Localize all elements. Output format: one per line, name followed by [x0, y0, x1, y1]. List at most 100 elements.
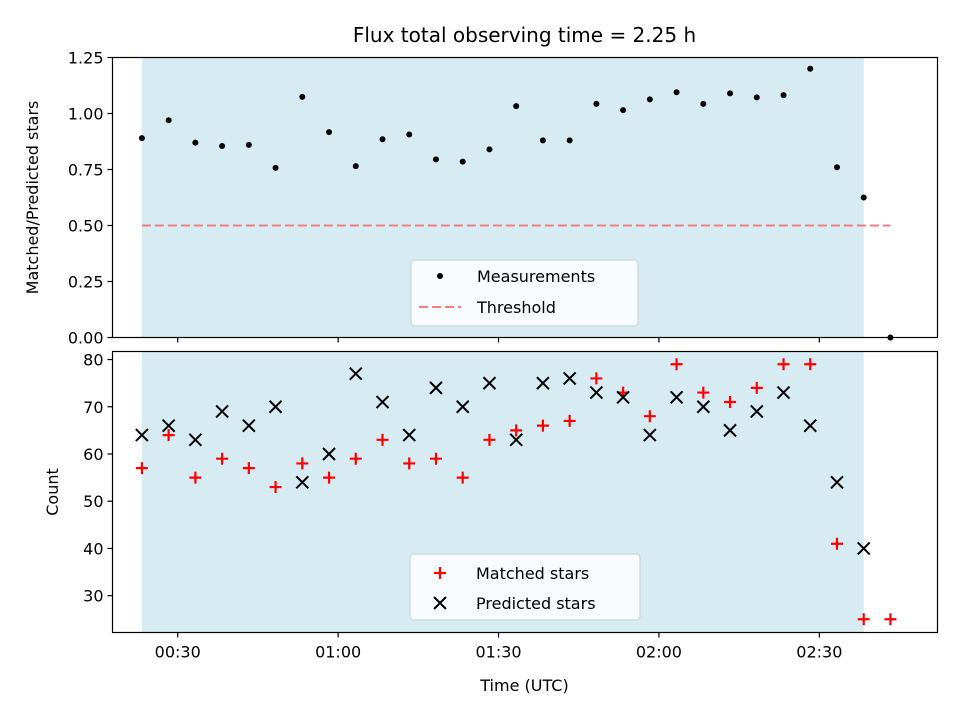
bottom-y-ticks: 30 40 50 60 70 80 — [83, 351, 113, 606]
matched-stars-point — [162, 429, 175, 442]
predicted-stars-point — [750, 404, 764, 419]
matched-stars-point — [189, 471, 202, 484]
top-legend: Measurements Threshold — [410, 259, 639, 327]
x-axis-label: Time (UTC) — [479, 676, 568, 695]
matched-stars-point — [750, 381, 763, 394]
predicted-stars-point — [562, 371, 577, 386]
measurements-point — [432, 156, 439, 163]
predicted-stars-point — [509, 433, 523, 447]
predicted-stars-point — [616, 390, 630, 405]
legend-measurements-label: Measurements — [477, 267, 595, 286]
predicted-stars-point — [803, 418, 817, 433]
measurements-point — [673, 89, 680, 96]
matched-stars-point — [403, 457, 416, 470]
matched-stars-point — [429, 452, 442, 465]
predicted-stars-point — [589, 385, 604, 400]
x-tick-label: 02:00 — [636, 643, 682, 662]
y-tick-label: 1.25 — [68, 49, 104, 68]
y-tick-label: 70 — [83, 398, 103, 417]
matched-stars-point — [724, 396, 737, 409]
predicted-stars-point — [349, 366, 363, 381]
predicted-stars-point — [830, 475, 844, 490]
legend-matched-marker — [434, 567, 446, 579]
matched-stars-point — [269, 481, 282, 494]
measurements-point — [620, 107, 627, 114]
measurements-point — [406, 131, 413, 138]
matched-stars-point — [643, 410, 656, 423]
bottom-panel: 30 40 50 60 70 80 00:30 01:00 01:30 02:00 02:30 C… — [43, 351, 939, 695]
y-tick-label: 0.25 — [68, 273, 104, 292]
matched-stars-point — [697, 386, 710, 399]
measurements-point — [513, 103, 520, 110]
x-tick-label: 00:30 — [155, 643, 201, 662]
predicted-stars-point — [135, 428, 149, 442]
legend-predicted-label: Predicted stars — [476, 594, 596, 613]
matched-stars-point — [483, 433, 496, 446]
matched-stars-point — [135, 462, 148, 475]
measurements-point — [646, 96, 653, 103]
matched-stars-point — [349, 452, 362, 465]
matched-stars-point — [323, 471, 336, 484]
y-tick-label: 1.00 — [68, 105, 104, 124]
measurements-point — [700, 100, 707, 107]
measurements-point — [753, 94, 760, 101]
matched-stars-point — [216, 452, 229, 465]
y-tick-label: 30 — [83, 587, 103, 606]
measurements-point — [860, 194, 867, 201]
measurements-point — [138, 135, 145, 142]
predicted-stars-point — [322, 447, 336, 461]
predicted-stars-point — [696, 400, 711, 414]
y-tick-label: 80 — [83, 351, 103, 370]
predicted-stars-point — [215, 404, 229, 419]
measurements-point — [165, 117, 172, 124]
top-panel: 0.00 0.25 0.50 0.75 1.00 1.25 Matched/Predict… — [23, 49, 939, 348]
top-points — [138, 65, 894, 341]
matched-stars-point — [857, 613, 870, 626]
bottom-legend-box — [409, 553, 641, 621]
legend-threshold-label: Threshold — [476, 298, 556, 317]
predicted-stars-point — [669, 390, 684, 405]
predicted-stars-point — [242, 418, 256, 433]
matched-stars-point — [376, 433, 389, 446]
x-tick-label: 01:30 — [475, 643, 521, 662]
predicted-stars-point — [375, 395, 390, 409]
y-tick-label: 0.00 — [68, 329, 104, 348]
legend-matched-label: Matched stars — [476, 564, 589, 583]
predicted-stars-point — [295, 475, 310, 490]
bottom-y-axis-label: Count — [43, 468, 62, 516]
matched-stars-point — [456, 471, 469, 484]
top-y-axis-label: Matched/Predicted stars — [23, 101, 42, 295]
predicted-stars-point — [643, 428, 657, 442]
matched-stars-point — [830, 537, 843, 550]
y-tick-label: 60 — [83, 445, 103, 464]
y-tick-label: 40 — [83, 539, 103, 558]
measurements-point — [566, 137, 573, 144]
measurements-point — [539, 137, 546, 144]
top-y-ticks: 0.00 0.25 0.50 0.75 1.00 1.25 — [68, 49, 113, 348]
predicted-stars-point — [402, 428, 416, 442]
matched-stars-point — [777, 358, 790, 371]
predicted-stars-point — [482, 376, 497, 390]
bottom-points — [135, 358, 897, 626]
predicted-stars-point — [456, 400, 470, 414]
matched-stars-point — [536, 419, 549, 432]
measurements-point — [486, 146, 493, 153]
measurements-point — [833, 164, 840, 171]
predicted-stars-point — [723, 423, 737, 438]
matched-stars-point — [510, 424, 523, 437]
matched-stars-point — [670, 358, 683, 371]
y-tick-label: 50 — [83, 492, 103, 511]
bottom-legend: Matched stars Predicted stars — [409, 553, 641, 621]
y-tick-label: 0.50 — [68, 217, 104, 236]
measurements-point — [272, 164, 279, 171]
predicted-stars-point — [161, 418, 176, 433]
top-legend-box — [410, 259, 639, 327]
predicted-stars-point — [429, 381, 443, 395]
x-tick-label: 01:00 — [315, 643, 361, 662]
measurements-point — [326, 129, 333, 136]
top-plot-frame — [111, 56, 939, 339]
predicted-stars-point — [268, 400, 283, 414]
predicted-stars-point — [536, 376, 550, 390]
legend-predicted-marker — [433, 596, 447, 610]
